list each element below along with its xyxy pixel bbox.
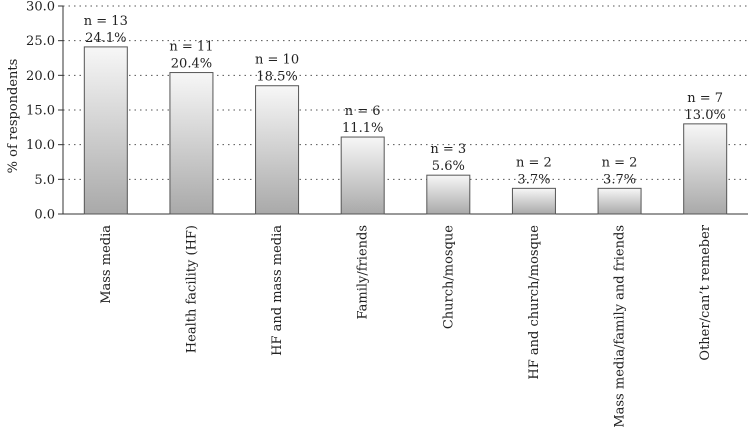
bar-percent-label: 11.1% [342,121,383,136]
x-tick-label: HF and mass media [270,225,285,356]
bar-n-label: n = 2 [602,155,638,170]
y-tick-label: 30.0 [26,0,55,15]
axes: 0.0 5.0 10.0 15.0 20.0 25.0 30.0 [26,0,748,223]
bar-percent-label: 24.1% [85,31,126,46]
bar [511,187,556,215]
y-tick-label: 5.0 [34,173,55,188]
bar [683,123,728,215]
bar-n-label: n = 10 [255,53,299,68]
y-tick-label: 25.0 [26,34,55,49]
x-tick-label: Family/friends [356,225,371,320]
x-tick-label: Health facility (HF) [184,225,199,353]
y-tick-label: 15.0 [26,104,55,119]
data-labels: n = 13 24.1% Mass media n = 11 20.4% Health f… [84,14,726,428]
bar [83,46,128,215]
bar-percent-label: 20.4% [171,57,212,72]
bar-n-label: n = 11 [169,40,213,55]
x-tick-label: Church/mosque [441,225,456,329]
bar-percent-label: 3.7% [603,172,636,187]
x-tick-label: Other/can’t remeber [698,224,713,360]
bar [340,136,385,215]
y-tick-label: 20.0 [26,69,55,84]
y-tick-label: 0.0 [34,208,55,223]
y-tick-label: 10.0 [26,138,55,153]
bar-n-label: n = 13 [84,14,128,29]
x-tick-label: Mass media [99,225,114,304]
bar [597,187,642,215]
x-tick-label: HF and church/mosque [527,225,542,380]
bar-percent-label: 5.6% [432,159,465,174]
bar [255,85,300,215]
bar-n-label: n = 2 [516,155,552,170]
bar-n-label: n = 7 [687,91,723,106]
x-tick-label: Mass media/family and friends [613,225,628,428]
grid-lines [63,5,748,180]
y-axis-label: % of respondents [6,59,21,174]
bar-percent-label: 18.5% [256,70,297,85]
bar-percent-label: 13.0% [685,108,726,123]
bars [83,46,728,215]
bar-n-label: n = 3 [430,142,466,157]
bar-n-label: n = 6 [345,104,381,119]
bar-percent-label: 3.7% [517,172,550,187]
bar [169,72,214,215]
bar [426,174,471,215]
